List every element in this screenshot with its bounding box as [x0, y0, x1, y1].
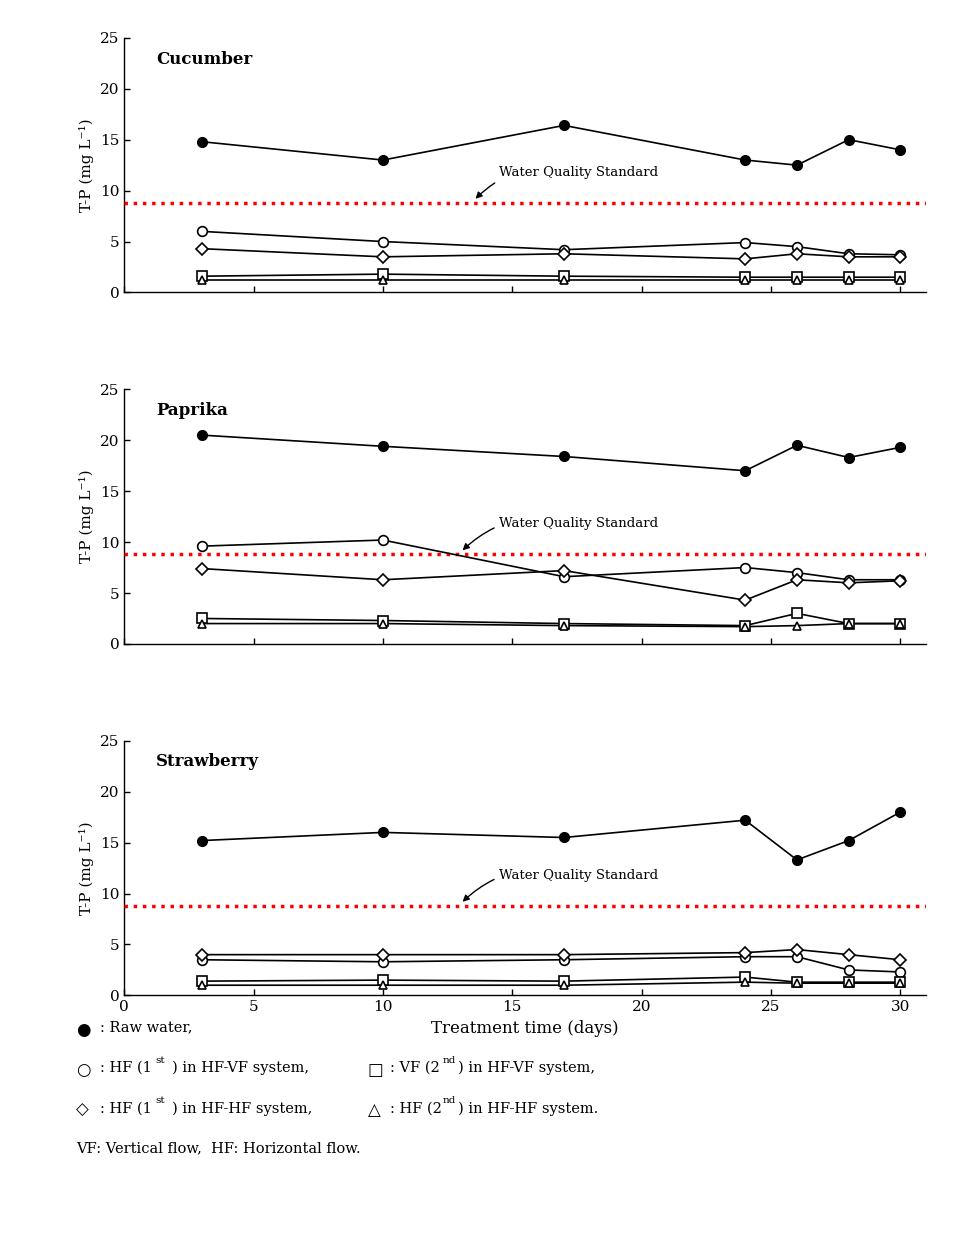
- Text: VF: Vertical flow,  HF: Horizontal flow.: VF: Vertical flow, HF: Horizontal flow.: [76, 1142, 361, 1155]
- Text: ○: ○: [76, 1061, 91, 1079]
- Text: st: st: [156, 1056, 165, 1065]
- Text: ●: ●: [76, 1021, 91, 1038]
- Text: nd: nd: [442, 1056, 456, 1065]
- Text: Water Quality Standard: Water Quality Standard: [477, 166, 659, 198]
- Y-axis label: T-P (mg L⁻¹): T-P (mg L⁻¹): [79, 470, 95, 563]
- Text: ) in HF-VF system,: ) in HF-VF system,: [458, 1061, 596, 1075]
- Text: : Raw water,: : Raw water,: [100, 1021, 193, 1034]
- Text: nd: nd: [442, 1096, 456, 1105]
- Text: □: □: [368, 1061, 383, 1079]
- Text: : HF (2: : HF (2: [390, 1101, 441, 1115]
- Text: Cucumber: Cucumber: [157, 50, 252, 68]
- Text: △: △: [368, 1101, 380, 1119]
- Text: Strawberry: Strawberry: [157, 753, 259, 770]
- Text: ) in HF-HF system,: ) in HF-HF system,: [172, 1101, 312, 1115]
- Text: Paprika: Paprika: [157, 402, 228, 420]
- Text: : VF (2: : VF (2: [390, 1061, 439, 1075]
- X-axis label: Treatment time (days): Treatment time (days): [432, 1019, 619, 1037]
- Text: st: st: [156, 1096, 165, 1105]
- Text: ◇: ◇: [76, 1101, 89, 1119]
- Y-axis label: T-P (mg L⁻¹): T-P (mg L⁻¹): [79, 822, 95, 915]
- Text: Water Quality Standard: Water Quality Standard: [464, 868, 659, 901]
- Text: Water Quality Standard: Water Quality Standard: [464, 518, 659, 549]
- Y-axis label: T-P (mg L⁻¹): T-P (mg L⁻¹): [79, 118, 95, 212]
- Text: ) in HF-VF system,: ) in HF-VF system,: [172, 1061, 309, 1075]
- Text: ) in HF-HF system.: ) in HF-HF system.: [458, 1101, 599, 1115]
- Text: : HF (1: : HF (1: [100, 1061, 152, 1075]
- Text: : HF (1: : HF (1: [100, 1101, 152, 1115]
